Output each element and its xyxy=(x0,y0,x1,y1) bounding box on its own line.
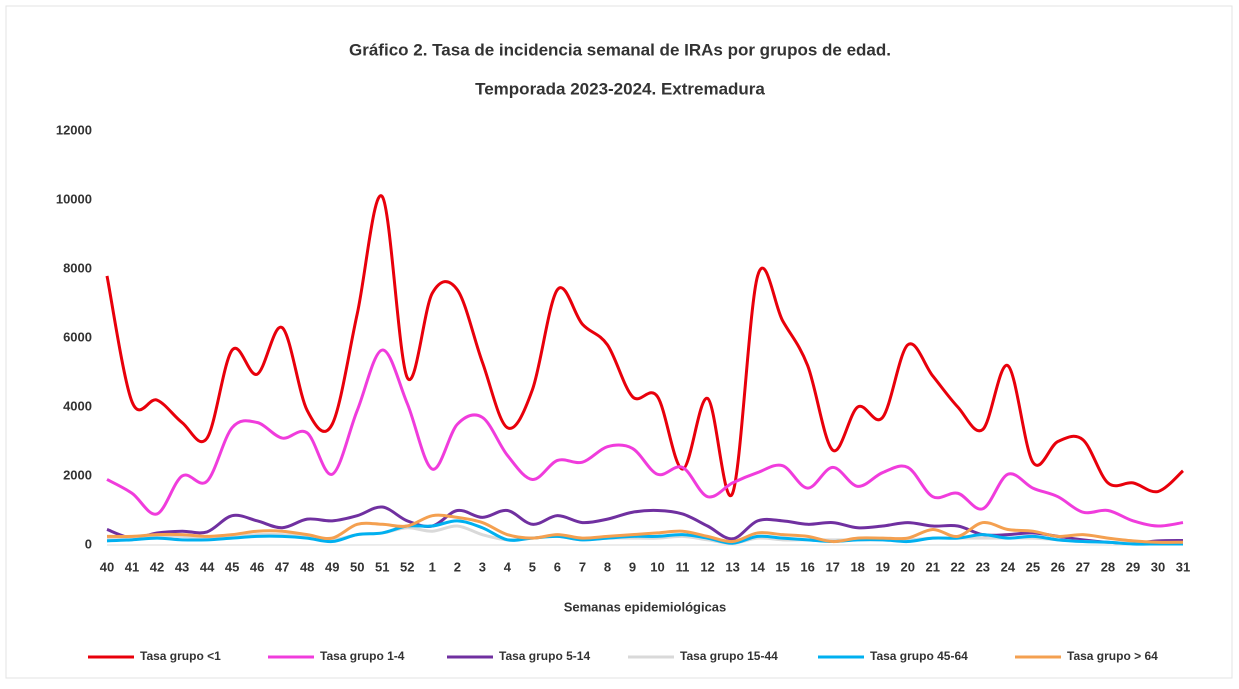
chart-border xyxy=(5,5,1233,679)
x-tick-label: 17 xyxy=(825,559,839,574)
x-tick-label: 14 xyxy=(750,559,765,574)
x-tick-label: 10 xyxy=(650,559,664,574)
x-tick-label: 5 xyxy=(529,559,536,574)
x-tick-label: 2 xyxy=(454,559,461,574)
x-tick-label: 24 xyxy=(1001,559,1016,574)
legend-label: Tasa grupo 15-44 xyxy=(680,649,778,663)
x-tick-label: 13 xyxy=(725,559,739,574)
x-tick-label: 22 xyxy=(951,559,965,574)
x-tick-label: 12 xyxy=(700,559,714,574)
x-tick-label: 4 xyxy=(504,559,512,574)
x-tick-label: 9 xyxy=(629,559,636,574)
legend-label: Tasa grupo > 64 xyxy=(1067,649,1158,663)
x-tick-label: 49 xyxy=(325,559,339,574)
chart-subtitle: Temporada 2023-2024. Extremadura xyxy=(475,79,765,98)
x-tick-label: 20 xyxy=(901,559,915,574)
data-line xyxy=(105,194,1185,498)
data-line xyxy=(106,505,1184,545)
x-tick-label: 16 xyxy=(800,559,814,574)
y-tick-label: 0 xyxy=(85,536,92,551)
x-tick-label: 46 xyxy=(250,559,264,574)
x-tick-label: 45 xyxy=(225,559,239,574)
x-tick-label: 1 xyxy=(429,559,436,574)
x-tick-label: 48 xyxy=(300,559,314,574)
y-tick-label: 4000 xyxy=(63,398,92,413)
y-tick-label: 2000 xyxy=(63,467,92,482)
x-tick-label: 30 xyxy=(1151,559,1165,574)
x-tick-label: 26 xyxy=(1051,559,1065,574)
x-tick-label: 6 xyxy=(554,559,561,574)
data-line xyxy=(106,519,1183,546)
x-tick-label: 8 xyxy=(604,559,611,574)
chart-title: Gráfico 2. Tasa de incidencia semanal de… xyxy=(349,40,891,59)
y-tick-label: 12000 xyxy=(56,122,92,137)
x-tick-label: 51 xyxy=(375,559,389,574)
x-tick-label: 21 xyxy=(926,559,940,574)
x-tick-label: 7 xyxy=(579,559,586,574)
x-tick-label: 29 xyxy=(1126,559,1140,574)
x-tick-label: 31 xyxy=(1176,559,1190,574)
y-tick-label: 6000 xyxy=(63,329,92,344)
x-tick-label: 11 xyxy=(676,559,690,574)
x-tick-label: 47 xyxy=(275,559,289,574)
y-tick-label: 8000 xyxy=(63,260,92,275)
x-tick-label: 50 xyxy=(350,559,364,574)
legend-label: Tasa grupo 45-64 xyxy=(870,649,968,663)
x-tick-label: 40 xyxy=(100,559,114,574)
y-tick-label: 10000 xyxy=(56,191,92,206)
x-tick-label: 15 xyxy=(775,559,789,574)
data-line xyxy=(106,513,1184,544)
x-tick-label: 43 xyxy=(175,559,189,574)
x-axis-label: Semanas epidemiológicas xyxy=(564,599,727,614)
x-tick-label: 23 xyxy=(976,559,990,574)
x-tick-label: 18 xyxy=(850,559,864,574)
x-tick-label: 28 xyxy=(1101,559,1115,574)
x-tick-label: 44 xyxy=(200,559,215,574)
legend-label: Tasa grupo 5-14 xyxy=(499,649,590,663)
data-line xyxy=(106,348,1184,528)
x-tick-label: 41 xyxy=(125,559,139,574)
x-tick-label: 27 xyxy=(1076,559,1090,574)
x-tick-label: 19 xyxy=(875,559,889,574)
x-tick-label: 25 xyxy=(1026,559,1040,574)
x-tick-label: 42 xyxy=(150,559,164,574)
legend-label: Tasa grupo <1 xyxy=(140,649,221,663)
legend-label: Tasa grupo 1-4 xyxy=(320,649,405,663)
x-tick-label: 52 xyxy=(400,559,414,574)
x-tick-label: 3 xyxy=(479,559,486,574)
